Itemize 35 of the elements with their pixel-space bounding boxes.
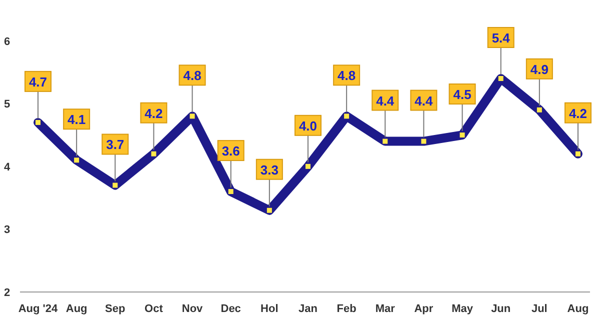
x-tick-label: May <box>452 303 474 315</box>
x-tick-label: Feb <box>336 303 357 315</box>
x-tick-label: Aug <box>66 303 88 315</box>
x-tick-label: Apr <box>414 303 434 315</box>
data-label: 4.9 <box>530 62 548 77</box>
y-tick-label: 2 <box>4 287 10 299</box>
data-label: 4.7 <box>28 74 48 90</box>
data-label: 4.1 <box>68 112 86 128</box>
x-tick-label: Jul <box>531 303 548 315</box>
x-tick-label: Aug <box>567 303 589 315</box>
data-label: 3.7 <box>106 137 124 152</box>
data-label: 4.0 <box>298 118 318 134</box>
data-label: 4.8 <box>183 68 202 84</box>
x-tick-label: Jun <box>491 303 511 315</box>
x-tick-label: Hol <box>260 303 278 315</box>
data-label: 4.4 <box>414 93 434 108</box>
x-tick-label: Sep <box>105 303 126 315</box>
x-tick-label: Jan <box>298 303 318 315</box>
data-label: 4.4 <box>376 93 395 108</box>
data-label: 4.5 <box>453 87 472 102</box>
data-label: 4.8 <box>338 68 356 84</box>
data-label: 4.2 <box>568 106 588 121</box>
y-tick-label: 3 <box>4 224 10 236</box>
x-tick-label: Mar <box>375 303 396 315</box>
y-tick-label: 4 <box>4 161 11 174</box>
x-tick-label: Oct <box>144 303 164 315</box>
x-tick-label: Aug '24 <box>18 303 59 315</box>
data-label: 4.2 <box>144 106 163 121</box>
x-tick-label: Nov <box>182 303 204 315</box>
y-tick-label: 6 <box>4 36 10 48</box>
x-tick-label: Dec <box>220 303 241 315</box>
data-label: 3.6 <box>222 144 240 159</box>
data-label: 3.3 <box>260 162 278 178</box>
data-label: 5.4 <box>492 30 511 46</box>
y-tick-label: 5 <box>4 98 10 111</box>
